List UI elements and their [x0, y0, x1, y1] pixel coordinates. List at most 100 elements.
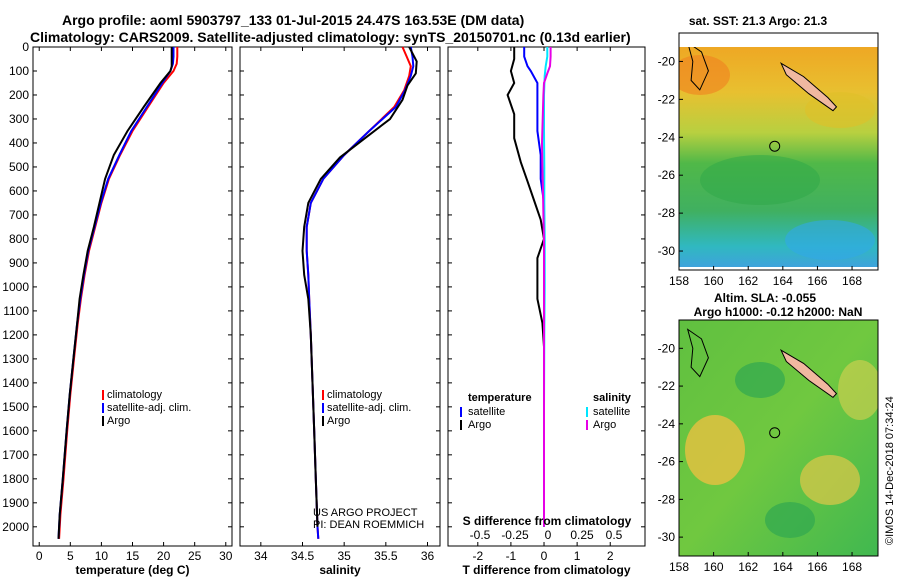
diff-top-label: S difference from climatology — [463, 514, 632, 528]
sal-legend-label: satellite-adj. clim. — [327, 402, 411, 414]
diff-series-line — [523, 47, 545, 527]
sal-legend-label: Argo — [327, 415, 350, 427]
depth-tick-label: 700 — [9, 208, 29, 222]
diff-xtick-label: 0 — [541, 549, 548, 563]
sal-legend-swatch — [322, 390, 324, 400]
depth-tick-label: 800 — [9, 232, 29, 246]
depth-tick-label: 1400 — [2, 376, 29, 390]
diff-legend-salinity-label: Argo — [593, 419, 616, 431]
sla-map-frame — [678, 319, 879, 557]
sla-map-xtick-label: 164 — [773, 560, 793, 574]
sla-map-xtick-label: 166 — [807, 560, 827, 574]
sst-map-xtick-label: 160 — [704, 274, 724, 288]
temp-legend-label: satellite-adj. clim. — [107, 402, 191, 414]
diff-series-line — [540, 47, 552, 527]
sla-map-xtick-label: 160 — [704, 560, 724, 574]
depth-tick-label: 1200 — [2, 328, 29, 342]
diff-legend-salinity-title: salinity — [593, 392, 632, 404]
sst-map-ytick-label: -20 — [658, 54, 676, 68]
sal-series-line — [305, 46, 415, 539]
sst-map — [679, 47, 878, 267]
sla-map-title: Altim. SLA: -0.055 — [714, 291, 816, 305]
sla-reef-contour — [686, 328, 709, 378]
diff-legend-temperature-swatch — [460, 407, 462, 417]
sla-high-patch — [685, 415, 745, 485]
sla-island — [779, 348, 838, 399]
sal-xlabel: salinity — [319, 563, 361, 577]
sst-map-xtick-label: 168 — [842, 274, 862, 288]
diff-legend-temperature-swatch — [460, 420, 462, 430]
temp-legend-swatch — [102, 416, 104, 426]
diff-xtick-label: -2 — [472, 549, 483, 563]
sst-map-ytick-label: -22 — [658, 92, 676, 106]
imos-timestamp: ©IMOS 14-Dec-2018 07:34:24 — [884, 396, 896, 545]
temp-xtick-label: 0 — [36, 549, 43, 563]
sst-map-ytick-label: -30 — [658, 244, 676, 258]
header-line-2: Climatology: CARS2009. Satellite-adjuste… — [30, 29, 631, 45]
temp-xtick-label: 20 — [157, 549, 171, 563]
sal-legend-swatch — [322, 403, 324, 413]
sla-map — [679, 320, 878, 556]
sal-xtick-label: 34 — [254, 549, 268, 563]
diff-legend-temperature-label: satellite — [468, 406, 505, 418]
sst-map-ytick-label: -28 — [658, 206, 676, 220]
sal-legend-label: climatology — [327, 389, 383, 401]
depth-tick-label: 1700 — [2, 448, 29, 462]
sla-map-subtitle: Argo h1000: -0.12 h2000: NaN — [694, 305, 863, 319]
depth-tick-label: 1500 — [2, 400, 29, 414]
sst-map-title: sat. SST: 21.3 Argo: 21.3 — [689, 14, 828, 28]
depth-tick-label: 200 — [9, 88, 29, 102]
diff-top-tick-label: -0.5 — [470, 528, 491, 542]
temp-panel: 0100200300400500600700800900100011001200… — [2, 40, 232, 577]
diff-xtick-label: 1 — [574, 549, 581, 563]
depth-tick-label: 1800 — [2, 472, 29, 486]
depth-tick-label: 1900 — [2, 496, 29, 510]
sst-map-frame — [678, 32, 879, 271]
sla-high-patch — [838, 360, 878, 420]
header-line-1: Argo profile: aoml 5903797_133 01-Jul-20… — [62, 12, 524, 28]
sst-green-patch — [700, 155, 820, 205]
depth-tick-label: 2000 — [2, 520, 29, 534]
depth-tick-label: 600 — [9, 184, 29, 198]
diff-xtick-label: 2 — [607, 549, 614, 563]
sla-low-patch — [735, 362, 785, 398]
temp-xtick-label: 15 — [126, 549, 140, 563]
sst-map-xtick-label: 158 — [669, 274, 689, 288]
sal-series-line — [301, 46, 418, 527]
sal-xtick-label: 34.5 — [291, 549, 315, 563]
sst-map-ytick-label: -24 — [658, 130, 676, 144]
sst-reef-contour — [688, 47, 709, 91]
diff-xlabel: T difference from climatology — [462, 563, 630, 577]
sla-profile-marker — [769, 427, 781, 439]
diff-top-tick-label: -0.25 — [501, 528, 529, 542]
sal-panel: 34 34.5 35 35.5 36 salinity climatologysatelli… — [239, 46, 441, 577]
depth-tick-label: 1600 — [2, 424, 29, 438]
temp-xtick-label: 30 — [219, 549, 233, 563]
depth-tick-label: 900 — [9, 256, 29, 270]
temp-xlabel: temperature (deg C) — [75, 563, 189, 577]
project-annotation: US ARGO PROJECT — [313, 507, 418, 519]
depth-tick-label: 100 — [9, 64, 29, 78]
temp-legend-label: Argo — [107, 415, 130, 427]
depth-tick-label: 400 — [9, 136, 29, 150]
sal-xtick-label: 35.5 — [374, 549, 398, 563]
diff-legend-temperature-title: temperature — [468, 392, 532, 404]
sst-map-xtick-label: 166 — [807, 274, 827, 288]
temp-series-line — [58, 47, 179, 539]
temp-xtick-label: 5 — [67, 549, 74, 563]
temp-legend-label: climatology — [107, 389, 163, 401]
project-annotation: PI: DEAN ROEMMICH — [313, 519, 424, 531]
depth-tick-label: 1100 — [3, 304, 29, 318]
sla-map-ytick-label: -20 — [658, 341, 676, 355]
depth-tick-label: 1300 — [2, 352, 29, 366]
sst-island — [779, 62, 838, 112]
sst-warm-patch — [679, 55, 730, 95]
sal-legend-swatch — [322, 416, 324, 426]
sst-map-xtick-label: 162 — [738, 274, 758, 288]
depth-tick-label: 1000 — [2, 280, 29, 294]
sst-profile-marker — [769, 140, 781, 152]
depth-tick-label: 0 — [22, 40, 29, 54]
diff-legend-salinity-label: satellite — [593, 406, 630, 418]
diff-panel: -2 -1 0 1 2T difference from climatology temp… — [447, 46, 646, 577]
diff-top-tick-label: 0.25 — [570, 528, 594, 542]
